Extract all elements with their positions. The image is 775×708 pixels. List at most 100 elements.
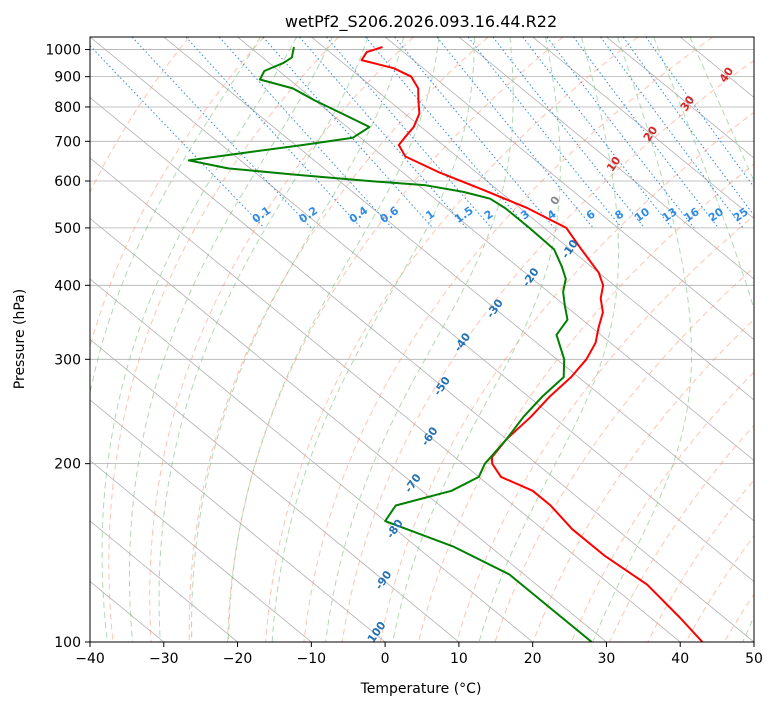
moist-adiabat-line — [191, 37, 405, 642]
isotherm-line — [237, 37, 754, 462]
x-tick-label: 0 — [381, 651, 390, 667]
mixing-ratio-line — [262, 37, 434, 229]
y-tick-label: 500 — [54, 221, 81, 237]
isotherm-line — [311, 37, 754, 401]
isotherm-line — [90, 96, 754, 642]
mixing-ratio-label: 16 — [682, 205, 702, 225]
mixing-ratio-line — [394, 37, 555, 229]
y-tick-label: 700 — [54, 134, 81, 150]
mixing-ratio-line — [365, 37, 528, 229]
mixing-ratio-label: 8 — [613, 207, 627, 222]
isotherm-line — [90, 278, 533, 642]
dry-adiabat-line — [762, 37, 775, 642]
isotherm-line — [753, 37, 754, 38]
isotherm-line — [384, 37, 754, 341]
moist-adiabat-line — [325, 37, 514, 642]
x-tick-label: 30 — [598, 651, 616, 667]
mixing-ratio-line — [492, 37, 645, 229]
y-tick-label: 900 — [54, 70, 81, 86]
mixing-ratio-label: 1.5 — [452, 204, 475, 226]
chart-series — [187, 46, 704, 642]
dry-adiabat-line — [723, 593, 754, 642]
x-tick-label: −20 — [223, 651, 253, 667]
dry-adiabat-line — [265, 37, 639, 642]
dry-adiabat-line — [188, 37, 489, 642]
mixing-ratio-label: 0.1 — [250, 204, 273, 226]
moist-adiabat-line — [101, 37, 297, 642]
moist-adiabat-label: 20 — [641, 124, 661, 144]
moist-adiabat-line — [90, 37, 261, 396]
dry-adiabat-line — [570, 371, 754, 642]
dry-adiabat-line — [456, 215, 754, 642]
dry-adiabat-line — [108, 37, 339, 642]
zero-label: 0 — [548, 194, 563, 208]
mixing-ratio-line — [185, 37, 362, 229]
x-axis-title: Temperature (°C) — [360, 681, 482, 697]
dry-adiabat-label: -80 — [384, 517, 406, 541]
isotherm-line — [90, 217, 607, 642]
mixing-ratio-line — [546, 37, 695, 229]
moist-adiabat-line — [592, 37, 692, 642]
mixing-ratio-label: 25 — [731, 205, 751, 224]
y-tick-label: 1000 — [45, 43, 81, 59]
plot-frame — [89, 36, 755, 643]
moist-adiabat-line — [158, 37, 369, 642]
mixing-ratio-label: 13 — [660, 205, 680, 224]
isotherm-line — [458, 37, 754, 280]
mixing-ratio-line — [436, 37, 594, 229]
x-tick-label: 50 — [745, 651, 763, 667]
chart-title: wetPf2_S206.2026.093.16.44.R22 — [285, 12, 557, 32]
y-tick-label: 300 — [54, 352, 81, 368]
moist-adiabat-line — [228, 37, 440, 642]
mixing-ratio-line — [131, 37, 312, 229]
mixing-ratio-line — [90, 44, 265, 229]
dry-adiabat-line — [532, 318, 754, 642]
mixing-ratio-line — [573, 37, 719, 229]
isotherm-line — [90, 399, 386, 642]
mixing-ratio-label: 10 — [632, 205, 652, 225]
y-tick-label: 200 — [54, 457, 81, 473]
mixing-ratio-line — [218, 37, 393, 229]
moist-adiabat-label: 40 — [717, 65, 737, 85]
y-tick-label: 400 — [54, 278, 81, 294]
y-axis-title: Pressure (hPa) — [12, 289, 28, 389]
dry-adiabat-line — [379, 111, 754, 642]
dry-adiabat-label: -90 — [372, 568, 394, 592]
isotherm-line — [90, 459, 312, 642]
moist-adiabat-line — [271, 37, 475, 642]
dry-adiabat-line — [149, 37, 414, 642]
mixing-ratio-label: 20 — [706, 205, 726, 225]
x-tick-label: −40 — [75, 651, 105, 667]
x-tick-label: 40 — [671, 651, 689, 667]
isotherm-line — [90, 520, 238, 642]
moist-adiabat-line — [653, 37, 754, 642]
x-tick-label: 20 — [524, 651, 542, 667]
dry-adiabat-line — [341, 59, 754, 642]
mixing-ratio-line — [622, 37, 754, 216]
dry-adiabat-line — [303, 37, 713, 642]
dry-adiabat-label: -60 — [419, 424, 441, 448]
moist-adiabat-line — [129, 37, 333, 642]
dry-adiabat-label: -50 — [431, 374, 453, 398]
isotherm-line — [606, 37, 754, 159]
dry-adiabat-label: -40 — [451, 330, 473, 354]
axis-ticks: −40 −30 −20 −10 0 10 20 30 40 5010020030040050060… — [45, 43, 763, 667]
moist-adiabat-label: 10 — [604, 154, 624, 174]
dry-adiabat-label: -30 — [484, 296, 506, 320]
isotherm-line — [679, 37, 754, 99]
x-tick-label: 10 — [450, 651, 468, 667]
x-tick-label: −30 — [149, 651, 179, 667]
dewpoint-profile-line — [187, 46, 593, 642]
x-tick-label: −10 — [297, 651, 327, 667]
dry-adiabat-line — [685, 535, 754, 642]
mixing-ratio-line — [600, 37, 744, 229]
y-tick-label: 800 — [54, 100, 81, 116]
temperature-profile-line — [360, 46, 704, 642]
isotherm-line — [163, 37, 754, 522]
y-tick-label: 100 — [54, 635, 81, 651]
mixing-ratio-label: 0.4 — [347, 204, 371, 226]
chart-line-labels: 0.1 0.2 0.4 0.6 1 1.5 2 3 4 6 8 10 13 16 20 25 30 36-100-… — [250, 65, 754, 642]
moist-adiabat-line — [689, 37, 754, 182]
dry-adiabat-label: -10 — [559, 237, 581, 261]
